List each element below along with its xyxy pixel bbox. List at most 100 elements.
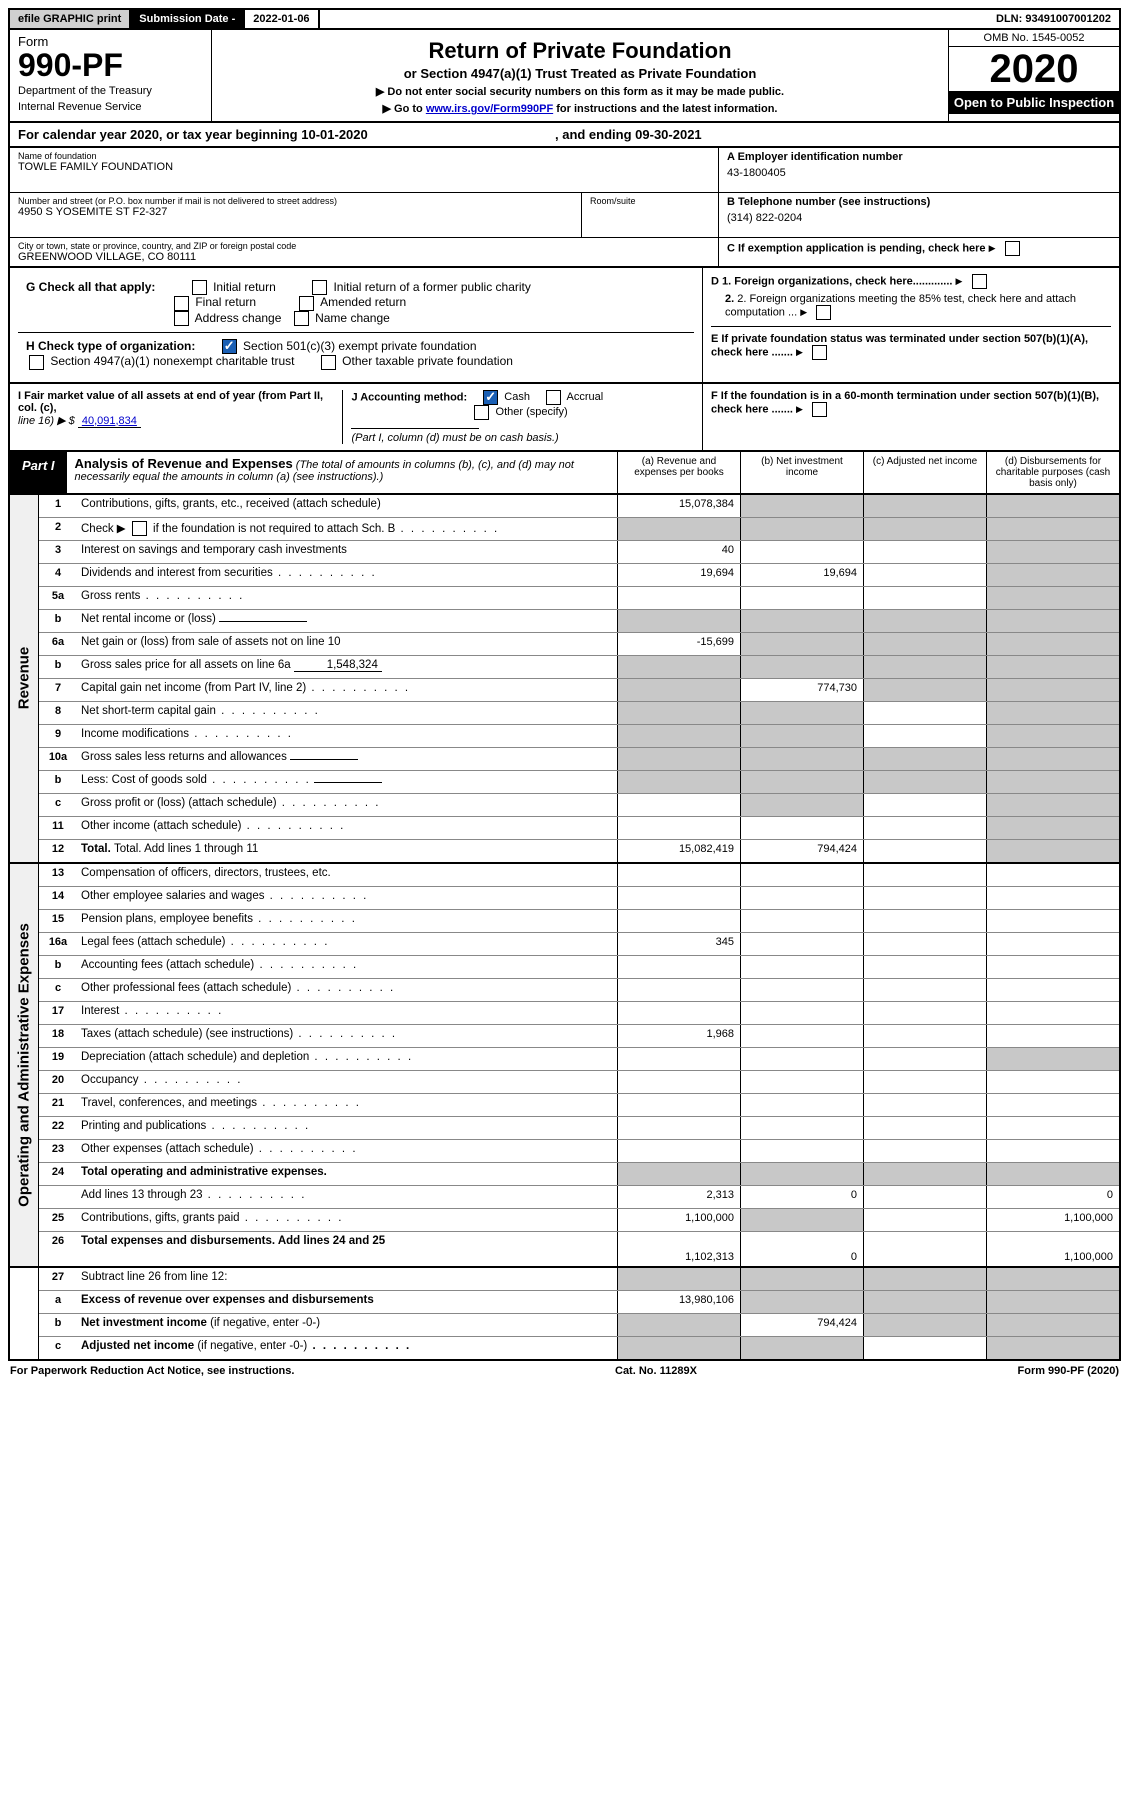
row-10c: cGross profit or (loss) (attach schedule…: [39, 794, 1119, 817]
part1-header: Part I Analysis of Revenue and Expenses …: [8, 452, 1121, 495]
d1-row: D 1. Foreign organizations, check here..…: [711, 274, 1111, 289]
row-26: 26Total expenses and disbursements. Add …: [39, 1232, 1119, 1266]
row-27a: aExcess of revenue over expenses and dis…: [39, 1291, 1119, 1314]
row-22: 22Printing and publications: [39, 1117, 1119, 1140]
top-bar: efile GRAPHIC print Submission Date - 20…: [8, 8, 1121, 30]
part1-title: Analysis of Revenue and Expenses (The to…: [67, 452, 617, 493]
header-left: Form 990-PF Department of the Treasury I…: [10, 30, 212, 121]
checkbox-address-change[interactable]: [174, 311, 189, 326]
fmv-block: I Fair market value of all assets at end…: [18, 390, 342, 444]
city-state-zip: GREENWOOD VILLAGE, CO 80111: [18, 251, 710, 263]
expenses-table: Operating and Administrative Expenses 13…: [8, 864, 1121, 1268]
form-header: Form 990-PF Department of the Treasury I…: [8, 30, 1121, 123]
open-to-public: Open to Public Inspection: [949, 91, 1119, 114]
form-number: 990-PF: [18, 49, 203, 81]
row-5a: 5aGross rents: [39, 587, 1119, 610]
checkbox-former-charity[interactable]: [312, 280, 327, 295]
row-27c: cAdjusted net income (if negative, enter…: [39, 1337, 1119, 1359]
row-27b: bNet investment income (if negative, ent…: [39, 1314, 1119, 1337]
row-10b: bLess: Cost of goods sold: [39, 771, 1119, 794]
row-12: 12Total. Total. Add lines 1 through 11 1…: [39, 840, 1119, 862]
part1-label: Part I: [10, 452, 67, 493]
revenue-side-label: Revenue: [10, 495, 39, 862]
row-13: 13Compensation of officers, directors, t…: [39, 864, 1119, 887]
col-b-header: (b) Net investment income: [740, 452, 863, 493]
col-a-header: (a) Revenue and expenses per books: [617, 452, 740, 493]
f-block: F If the foundation is in a 60-month ter…: [702, 384, 1119, 450]
address-cell: Number and street (or P.O. box number if…: [10, 193, 581, 238]
omb-number: OMB No. 1545-0052: [949, 30, 1119, 47]
page-footer: For Paperwork Reduction Act Notice, see …: [8, 1361, 1121, 1381]
room-cell: Room/suite: [581, 193, 718, 238]
checkbox-d1[interactable]: [972, 274, 987, 289]
efile-print-button[interactable]: efile GRAPHIC print: [10, 10, 131, 28]
paperwork-notice: For Paperwork Reduction Act Notice, see …: [10, 1365, 294, 1377]
row-16a: 16aLegal fees (attach schedule)345: [39, 933, 1119, 956]
checkbox-other-method[interactable]: [474, 405, 489, 420]
ein-value: 43-1800405: [727, 167, 1111, 179]
checkbox-initial-return[interactable]: [192, 280, 207, 295]
catalog-number: Cat. No. 11289X: [615, 1365, 697, 1377]
telephone-value: (314) 822-0204: [727, 212, 1111, 224]
row-7: 7Capital gain net income (from Part IV, …: [39, 679, 1119, 702]
row-11: 11Other income (attach schedule): [39, 817, 1119, 840]
ssn-warning: ▶ Do not enter social security numbers o…: [218, 85, 942, 98]
row-15: 15Pension plans, employee benefits: [39, 910, 1119, 933]
checkbox-f[interactable]: [812, 402, 827, 417]
row-25: 25Contributions, gifts, grants paid1,100…: [39, 1209, 1119, 1232]
irs-link[interactable]: www.irs.gov/Form990PF: [426, 103, 553, 115]
dln-value: DLN: 93491007001202: [988, 10, 1119, 28]
checkbox-accrual[interactable]: [546, 390, 561, 405]
section-g-d: G Check all that apply: Initial return I…: [8, 268, 1121, 384]
checkbox-final-return[interactable]: [174, 296, 189, 311]
col-d-header: (d) Disbursements for charitable purpose…: [986, 452, 1119, 493]
row-20: 20Occupancy: [39, 1071, 1119, 1094]
row-2: 2 Check ▶ if the foundation is not requi…: [39, 518, 1119, 541]
checkbox-cash[interactable]: [483, 390, 498, 405]
fmv-link[interactable]: 40,091,834: [78, 415, 141, 428]
header-title-block: Return of Private Foundation or Section …: [212, 30, 948, 121]
instructions-link-row: ▶ Go to www.irs.gov/Form990PF for instru…: [218, 102, 942, 115]
row-9: 9Income modifications: [39, 725, 1119, 748]
submission-date-label: Submission Date -: [131, 10, 245, 28]
row-17: 17Interest: [39, 1002, 1119, 1025]
checkbox-schb[interactable]: [132, 521, 147, 536]
row-27: 27Subtract line 26 from line 12:: [39, 1268, 1119, 1291]
row-19: 19Depreciation (attach schedule) and dep…: [39, 1048, 1119, 1071]
city-cell: City or town, state or province, country…: [10, 238, 718, 266]
checkbox-501c3[interactable]: [222, 339, 237, 354]
row-21: 21Travel, conferences, and meetings: [39, 1094, 1119, 1117]
checkbox-c[interactable]: [1005, 241, 1020, 256]
col-c-header: (c) Adjusted net income: [863, 452, 986, 493]
row-3: 3Interest on savings and temporary cash …: [39, 541, 1119, 564]
exemption-pending-cell: C If exemption application is pending, c…: [719, 238, 1119, 259]
row-16b: bAccounting fees (attach schedule): [39, 956, 1119, 979]
g-check-row: G Check all that apply: Initial return I…: [18, 274, 694, 332]
spacer-side: [10, 1268, 39, 1359]
h-check-row: H Check type of organization: Section 50…: [18, 332, 694, 376]
foundation-name: TOWLE FAMILY FOUNDATION: [18, 161, 710, 173]
row-1: 1Contributions, gifts, grants, etc., rec…: [39, 495, 1119, 518]
row-5b: bNet rental income or (loss): [39, 610, 1119, 633]
checkbox-other-taxable[interactable]: [321, 355, 336, 370]
row-6b: bGross sales price for all assets on lin…: [39, 656, 1119, 679]
e-row: E If private foundation status was termi…: [711, 326, 1111, 360]
d2-row: 2. 2. Foreign organizations meeting the …: [711, 293, 1111, 320]
checkbox-amended[interactable]: [299, 296, 314, 311]
expenses-side-label: Operating and Administrative Expenses: [10, 864, 39, 1266]
checkbox-d2[interactable]: [816, 305, 831, 320]
row-24b: Add lines 13 through 232,31300: [39, 1186, 1119, 1209]
checkbox-4947[interactable]: [29, 355, 44, 370]
checkbox-name-change[interactable]: [294, 311, 309, 326]
accounting-method-block: J Accounting method: Cash Accrual Other …: [342, 390, 694, 444]
row-18: 18Taxes (attach schedule) (see instructi…: [39, 1025, 1119, 1048]
form-subtitle: or Section 4947(a)(1) Trust Treated as P…: [218, 66, 942, 81]
checkbox-e[interactable]: [812, 345, 827, 360]
row-4: 4Dividends and interest from securities …: [39, 564, 1119, 587]
submission-date-value: 2022-01-06: [245, 10, 319, 28]
calendar-year-row: For calendar year 2020, or tax year begi…: [8, 123, 1121, 148]
row-24: 24Total operating and administrative exp…: [39, 1163, 1119, 1186]
line27-table: 27Subtract line 26 from line 12: aExcess…: [8, 1268, 1121, 1361]
dept-treasury: Department of the Treasury: [18, 85, 203, 97]
tax-year: 2020: [949, 47, 1119, 91]
